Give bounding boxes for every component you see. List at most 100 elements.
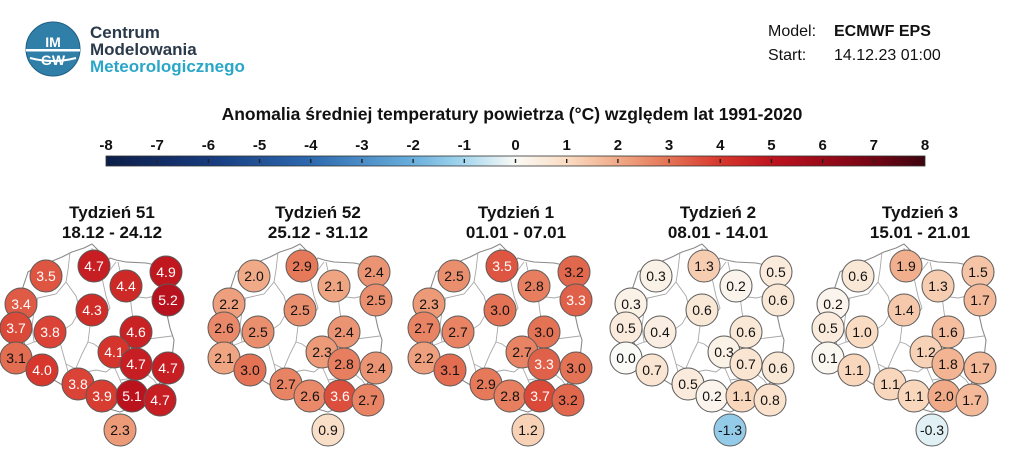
anomaly-value: 1.7 (962, 392, 982, 408)
anomaly-marker (687, 249, 721, 283)
colorbar-tick-label: 0 (511, 137, 519, 154)
imgw-emblem-icon: IM GW (25, 21, 81, 77)
anomaly-value: 1.5 (968, 264, 988, 280)
anomaly-value: 2.2 (219, 296, 239, 312)
anomaly-marker (25, 353, 59, 387)
anomaly-marker (485, 249, 519, 283)
anomaly-value: 4.4 (116, 278, 136, 294)
anomaly-value: 2.4 (334, 324, 354, 340)
anomaly-value: 1.0 (852, 324, 872, 340)
colorbar-tick-label: -3 (355, 137, 368, 154)
page-title: Anomalia średniej temperatury powietrza … (221, 104, 803, 124)
colorbar-tick-label: 7 (870, 137, 878, 154)
anomaly-value: 2.2 (414, 350, 434, 366)
anomaly-value: 2.6 (300, 388, 320, 404)
anomaly-value: 0.4 (650, 324, 670, 340)
anomaly-marker (233, 353, 267, 387)
anomaly-value: 2.9 (476, 376, 496, 392)
anomaly-value: 3.7 (6, 320, 26, 336)
anomaly-value: 1.1 (732, 388, 752, 404)
anomaly-value: 4.7 (126, 356, 146, 372)
anomaly-value: 0.6 (736, 324, 756, 340)
anomaly-value: 2.7 (448, 324, 468, 340)
anomaly-marker (437, 259, 471, 293)
anomaly-value: 1.8 (938, 356, 958, 372)
model-info: Model: ECMWF EPS Start: 14.12.23 01:00 (768, 20, 941, 68)
map-week-title: Tydzień 3 (882, 203, 958, 222)
colorbar-tick-label: -8 (99, 137, 112, 154)
anomaly-marker (109, 269, 143, 303)
map-date-range: 01.01 - 07.01 (466, 223, 566, 242)
anomaly-value: -0.3 (920, 422, 944, 438)
anomaly-marker (237, 259, 271, 293)
anomaly-value: 3.9 (92, 388, 112, 404)
anomaly-value: 4.7 (84, 258, 104, 274)
colorbar-tick-label: -7 (151, 137, 164, 154)
anomaly-value: 3.5 (492, 258, 512, 274)
anomaly-marker (761, 351, 795, 385)
anomaly-value: 1.1 (904, 388, 924, 404)
logo-line-2: Modelowania (90, 39, 197, 59)
colorbar-tick-label: 8 (921, 137, 929, 154)
anomaly-marker (33, 315, 67, 349)
anomaly-value: 3.6 (330, 388, 350, 404)
anomaly-value: 3.2 (558, 392, 578, 408)
anomaly-marker (639, 259, 673, 293)
map-week-title: Tydzień 2 (680, 203, 756, 222)
anomaly-marker (889, 249, 923, 283)
anomaly-marker (753, 383, 787, 417)
anomaly-marker (551, 383, 585, 417)
anomaly-value: 0.6 (768, 360, 788, 376)
anomaly-marker (713, 413, 747, 447)
anomaly-value: 0.7 (642, 362, 662, 378)
colorbar-tick-label: 4 (716, 137, 725, 154)
colorbar-tick-label: 6 (818, 137, 826, 154)
start-label: Start: (768, 47, 807, 64)
anomaly-marker (103, 413, 137, 447)
anomaly-value: 1.3 (928, 278, 948, 294)
anomaly-value: 3.0 (490, 302, 510, 318)
map-date-range: 15.01 - 21.01 (870, 223, 970, 242)
anomaly-value: 4.6 (126, 324, 146, 340)
anomaly-value: 4.7 (150, 392, 170, 408)
anomaly-marker (643, 315, 677, 349)
anomaly-marker (559, 351, 593, 385)
anomaly-value: 2.3 (110, 422, 130, 438)
colorbar-tick-label: -6 (202, 137, 215, 154)
anomaly-value: 0.3 (714, 344, 734, 360)
anomaly-value: 0.9 (318, 422, 338, 438)
anomaly-value: 4.7 (158, 360, 178, 376)
map-week-title: Tydzień 51 (69, 203, 155, 222)
anomaly-value: 3.8 (40, 324, 60, 340)
colorbar-tick-label: -4 (304, 137, 318, 154)
anomaly-value: 3.2 (564, 264, 584, 280)
anomaly-value: 0.2 (702, 388, 722, 404)
anomaly-value: 2.5 (290, 302, 310, 318)
anomaly-marker (963, 283, 997, 317)
anomaly-marker (77, 249, 111, 283)
anomaly-marker (887, 293, 921, 327)
poland-map: 2.53.52.83.22.3 3.02.7 3.02.72.73.32.23.12… (407, 243, 593, 447)
map-date-range: 18.12 - 24.12 (62, 223, 162, 242)
anomaly-value: 0.7 (736, 356, 756, 372)
model-label: Model: (768, 23, 817, 40)
anomaly-value: 0.6 (768, 292, 788, 308)
colorbar-tick-label: -5 (253, 137, 266, 154)
anomaly-marker (359, 283, 393, 317)
anomaly-marker (483, 293, 517, 327)
anomaly-value: 3.0 (566, 360, 586, 376)
anomaly-value: 2.4 (366, 360, 386, 376)
anomaly-marker (433, 353, 467, 387)
anomaly-value: 0.5 (678, 376, 698, 392)
imgw-logo: IM GW Centrum Modelowania Meteorologiczn… (24, 20, 245, 78)
anomaly-value: 1.2 (518, 422, 538, 438)
anomaly-value: 3.3 (566, 292, 586, 308)
poland-map: 0.61.91.31.50.2 1.41.0 1.60.51.21.70.11.11… (811, 243, 997, 447)
map-panel: Tydzień 101.01 - 07.01 2.5 3.5 2.8 3.2 2.3 3.0… (407, 203, 593, 447)
anomaly-value: 3.0 (534, 324, 554, 340)
anomaly-value: 1.7 (970, 292, 990, 308)
anomaly-value: 2.6 (214, 320, 234, 336)
anomaly-marker (241, 315, 275, 349)
anomaly-value: 2.5 (366, 292, 386, 308)
